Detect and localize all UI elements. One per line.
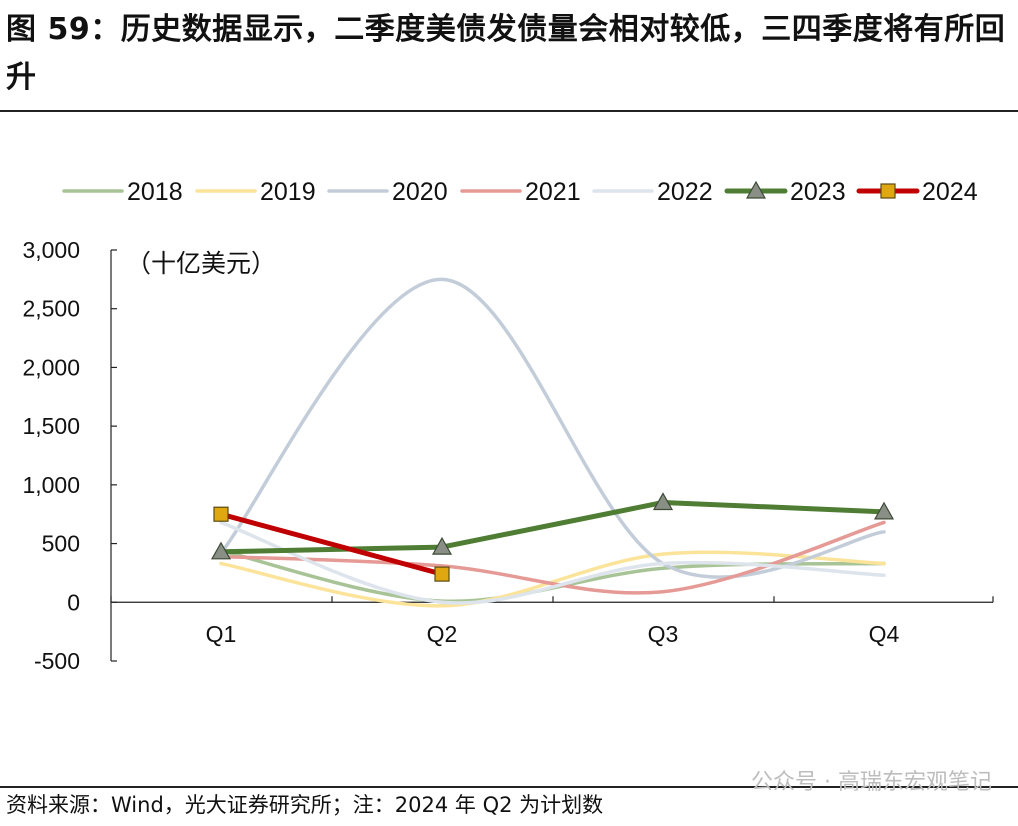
series-2022 — [219, 520, 886, 605]
legend-label: 2019 — [260, 178, 316, 206]
axes: -500 0 500 1,000 1,500 2,000 2,500 3,000 Q1 Q2 Q3 Q… — [22, 237, 994, 674]
series-layer — [210, 277, 895, 608]
figure-title: 图 59：历史数据显示，二季度美债发债量会相对较低，三四季度将有所回升 — [6, 12, 1006, 95]
legend-label: 2024 — [922, 178, 978, 206]
legend-item-2018: 2018 — [62, 178, 183, 206]
data-point-2023 — [210, 541, 232, 560]
series-line-2022 — [219, 520, 886, 605]
data-point-2023 — [431, 536, 453, 555]
legend-label: 2022 — [657, 178, 713, 206]
x-tick-label: Q4 — [869, 621, 900, 647]
legend-label: 2020 — [392, 178, 448, 206]
series-line-2021 — [219, 520, 886, 595]
x-tick-label: Q3 — [648, 621, 679, 647]
watermark: 公众号 · 高瑞东宏观笔记 — [751, 770, 992, 795]
y-tick-label: 1,500 — [22, 413, 80, 439]
legend-item-2023: 2023 — [724, 178, 846, 206]
y-tick-label: 0 — [67, 589, 80, 615]
legend-item-2019: 2019 — [195, 178, 316, 206]
y-tick-label: 500 — [42, 531, 80, 557]
series-line-2019 — [219, 550, 886, 608]
chart: 2018 2019 2020 2021 2022 2023 2024 （十亿美元） -500… — [22, 178, 994, 674]
legend-item-2020: 2020 — [327, 178, 448, 206]
unit-label: （十亿美元） — [126, 250, 276, 278]
legend-label: 2023 — [790, 178, 846, 206]
y-tick-label: 3,000 — [22, 237, 80, 263]
legend-marker — [745, 180, 767, 199]
source-rule — [0, 786, 1018, 788]
x-tick-label: Q1 — [206, 621, 237, 647]
data-point-2024 — [434, 566, 450, 582]
y-tick-label: 2,000 — [22, 354, 80, 380]
series-2020 — [219, 277, 886, 579]
series-line-2023 — [218, 499, 887, 555]
y-tick-label: -500 — [34, 648, 80, 674]
series-2021 — [219, 520, 886, 595]
legend-label: 2018 — [127, 178, 183, 206]
y-tick-label: 1,000 — [22, 472, 80, 498]
data-point-2023 — [873, 501, 895, 520]
legend-item-2024: 2024 — [856, 178, 978, 206]
series-line-2024 — [218, 511, 445, 577]
series-2024 — [213, 506, 450, 582]
legend-marker — [880, 183, 896, 199]
legend: 2018 2019 2020 2021 2022 2023 2024 — [62, 178, 978, 206]
y-tick-label: 2,500 — [22, 296, 80, 322]
x-tick-label: Q2 — [427, 621, 458, 647]
series-line-2020 — [219, 277, 886, 579]
title-rule — [0, 110, 1018, 112]
legend-item-2021: 2021 — [460, 178, 581, 206]
series-2019 — [219, 550, 886, 608]
series-2023 — [210, 492, 895, 560]
legend-item-2022: 2022 — [592, 178, 713, 206]
legend-label: 2021 — [525, 178, 581, 206]
data-point-2023 — [652, 492, 674, 511]
source-note: 资料来源：Wind，光大证券研究所；注：2024 年 Q2 为计划数 — [6, 793, 604, 817]
data-point-2024 — [213, 506, 229, 522]
